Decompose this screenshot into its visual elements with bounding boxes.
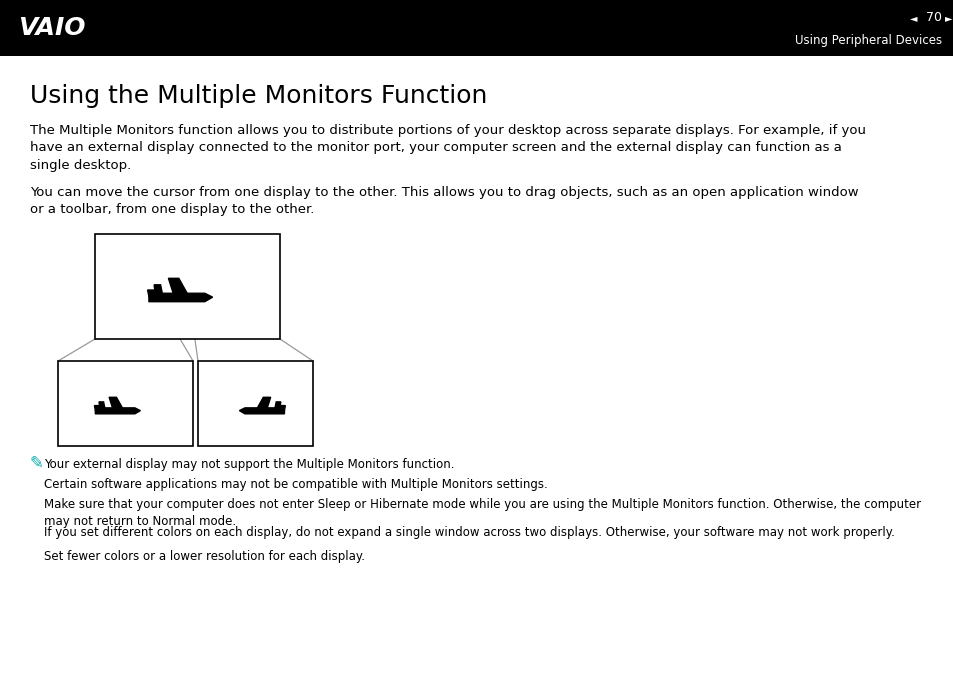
Text: Using Peripheral Devices: Using Peripheral Devices bbox=[794, 34, 941, 47]
Bar bbox=[198, 361, 313, 446]
Text: Certain software applications may not be compatible with Multiple Monitors setti: Certain software applications may not be… bbox=[44, 478, 547, 491]
Text: Make sure that your computer does not enter Sleep or Hibernate mode while you ar: Make sure that your computer does not en… bbox=[44, 498, 921, 528]
Polygon shape bbox=[94, 406, 105, 410]
Bar bbox=[58, 361, 193, 446]
Text: ◄: ◄ bbox=[909, 13, 917, 23]
Text: You can move the cursor from one display to the other. This allows you to drag o: You can move the cursor from one display… bbox=[30, 186, 858, 216]
Text: ►: ► bbox=[944, 13, 952, 23]
Polygon shape bbox=[148, 290, 162, 297]
Text: Set fewer colors or a lower resolution for each display.: Set fewer colors or a lower resolution f… bbox=[44, 550, 365, 563]
Polygon shape bbox=[99, 402, 105, 408]
Text: Your external display may not support the Multiple Monitors function.: Your external display may not support th… bbox=[44, 458, 454, 471]
Polygon shape bbox=[274, 402, 280, 408]
Text: ✎: ✎ bbox=[30, 454, 44, 472]
Text: VAIO: VAIO bbox=[18, 16, 86, 40]
Polygon shape bbox=[256, 397, 271, 408]
Bar bbox=[95, 234, 280, 339]
Polygon shape bbox=[275, 406, 285, 410]
Text: Using the Multiple Monitors Function: Using the Multiple Monitors Function bbox=[30, 84, 487, 108]
Polygon shape bbox=[169, 278, 188, 295]
Bar bbox=[0, 0, 953, 56]
Polygon shape bbox=[154, 285, 162, 295]
Polygon shape bbox=[149, 293, 213, 302]
Polygon shape bbox=[95, 408, 140, 414]
Text: The Multiple Monitors function allows you to distribute portions of your desktop: The Multiple Monitors function allows yo… bbox=[30, 124, 865, 172]
Polygon shape bbox=[109, 397, 123, 408]
Text: If you set different colors on each display, do not expand a single window acros: If you set different colors on each disp… bbox=[44, 526, 894, 539]
Text: 70: 70 bbox=[925, 11, 941, 24]
Polygon shape bbox=[239, 408, 284, 414]
